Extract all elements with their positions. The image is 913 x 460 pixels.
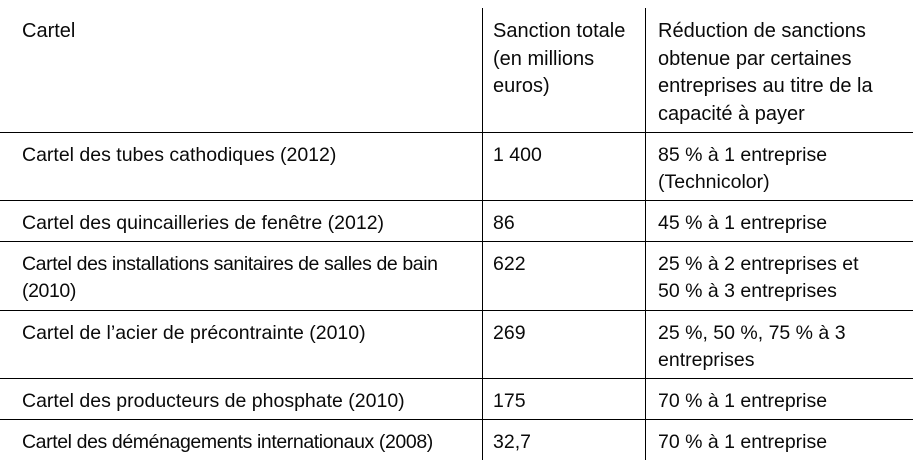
sanction-cell: 269 <box>482 311 645 378</box>
sanction-cell: 1 400 <box>482 133 645 200</box>
reduction-cell: 25 % à 2 entreprises et 50 % à 3 entrepr… <box>645 242 913 310</box>
table-row: Cartel de l’acier de précontrainte (2010… <box>0 311 913 379</box>
table-row: Cartel des installations sanitaires de s… <box>0 242 913 311</box>
column-header-sanction-totale: Sanction totale (en millions euros) <box>482 8 645 132</box>
table-row: Cartel des déménagements internationaux … <box>0 420 913 460</box>
cartel-sanctions-table: Cartel Sanction totale (en millions euro… <box>0 8 913 460</box>
column-header-cartel: Cartel <box>22 20 76 42</box>
cartel-cell: Cartel des installations sanitaires de s… <box>22 253 438 302</box>
sanction-cell: 32,7 <box>482 420 645 460</box>
table-header-row: Cartel Sanction totale (en millions euro… <box>0 8 913 133</box>
column-header-reduction-sanctions: Réduction de sanctions obtenue par certa… <box>645 8 913 132</box>
sanction-cell: 622 <box>482 242 645 310</box>
sanction-cell: 175 <box>482 379 645 419</box>
cartel-cell: Cartel de l’acier de précontrainte (2010… <box>22 322 366 344</box>
reduction-cell: 45 % à 1 entreprise <box>645 201 913 241</box>
reduction-cell: 85 % à 1 entreprise (Technicolor) <box>645 133 913 200</box>
table-row: Cartel des producteurs de phosphate (201… <box>0 379 913 420</box>
reduction-cell: 70 % à 1 entreprise <box>645 420 913 460</box>
cartel-cell: Cartel des quincailleries de fenêtre (20… <box>22 212 385 234</box>
cartel-cell: Cartel des producteurs de phosphate (201… <box>22 390 405 412</box>
table-row: Cartel des quincailleries de fenêtre (20… <box>0 201 913 242</box>
reduction-cell: 70 % à 1 entreprise <box>645 379 913 419</box>
cartel-cell: Cartel des déménagements internationaux … <box>22 431 433 453</box>
sanction-cell: 86 <box>482 201 645 241</box>
cartel-cell: Cartel des tubes cathodiques (2012) <box>22 144 337 166</box>
reduction-cell: 25 %, 50 %, 75 % à 3 entreprises <box>645 311 913 378</box>
table-row: Cartel des tubes cathodiques (2012) 1 40… <box>0 133 913 201</box>
